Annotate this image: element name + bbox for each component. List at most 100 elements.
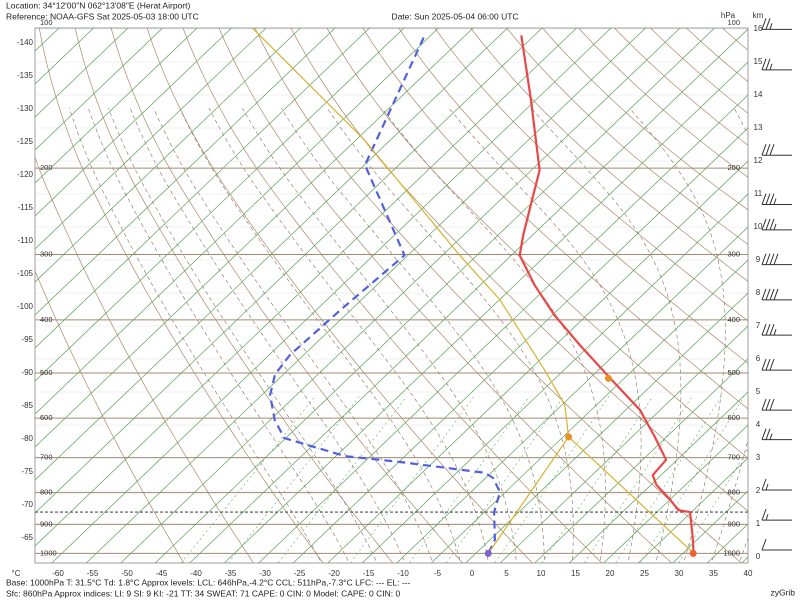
isotherm	[35, 28, 405, 382]
isotherm	[35, 28, 336, 316]
isotherm	[35, 28, 233, 217]
km-tick-label: 16	[754, 24, 763, 33]
isotherm	[292, 127, 748, 563]
isotherm	[327, 160, 748, 563]
barb-full	[761, 324, 767, 336]
isotherm	[51, 28, 612, 563]
isotherm	[154, 28, 716, 563]
wind-barb	[761, 478, 792, 491]
mixing-ratio-line	[278, 396, 407, 563]
isotherm	[499, 325, 748, 563]
barb-full	[769, 288, 775, 301]
barb-full	[769, 193, 775, 205]
pressure-tick-label: 800	[727, 488, 740, 497]
left-tick-label: -135	[17, 71, 34, 80]
pressure-tick-label: 900	[727, 519, 740, 528]
dry-adiabat	[434, 28, 748, 322]
barb-full	[765, 144, 771, 156]
x-tick-label: 15	[571, 569, 580, 578]
pressure-tick-label: 800	[40, 488, 53, 497]
left-tick-label: -140	[17, 38, 34, 47]
isotherm	[35, 28, 371, 349]
pressure-tick-label: 300	[727, 250, 740, 259]
wind-barb	[761, 144, 792, 156]
barb-full	[761, 18, 767, 30]
x-tick-label: -30	[259, 569, 271, 578]
plot-area	[35, 28, 748, 563]
barb-half	[769, 23, 773, 30]
left-tick-label: -90	[21, 368, 33, 377]
left-tick-label: -85	[21, 401, 33, 410]
barb-full	[761, 398, 767, 411]
km-tick-label: 13	[754, 123, 763, 132]
p-unit: hPa	[721, 11, 736, 20]
km-tick-label: 1	[756, 519, 761, 528]
pressure-tick-label: 1000	[723, 548, 740, 557]
x-tick-label: 30	[675, 569, 684, 578]
barb-full	[773, 288, 779, 301]
isotherm	[603, 424, 748, 563]
left-tick-label: -120	[17, 170, 34, 179]
x-tick-label: -25	[294, 569, 306, 578]
barb-full	[761, 218, 767, 231]
km-tick-label: 11	[754, 189, 763, 198]
left-tick-label: -100	[17, 302, 34, 311]
dry-adiabat	[398, 28, 748, 364]
reference: Reference: NOAA-GFS Sat 2025-05-03 18:00…	[6, 11, 199, 21]
x-tick-label: -35	[225, 569, 237, 578]
isotherm	[35, 28, 543, 514]
pressure-tick-label: 600	[40, 413, 53, 422]
km-tick-label: 8	[756, 288, 761, 297]
wind-barb	[761, 253, 792, 266]
isotherm	[35, 28, 509, 481]
x-tick-label: -20	[328, 569, 340, 578]
pressure-tick-label: 100	[40, 18, 53, 27]
wind-barb	[761, 193, 792, 206]
isotherm	[35, 28, 164, 151]
pressure-tick-label: 400	[40, 315, 53, 324]
dry-adiabat	[182, 28, 603, 563]
km-tick-label: 7	[756, 321, 761, 330]
x-tick-label: 25	[640, 569, 649, 578]
isotherm	[189, 28, 748, 563]
pressure-tick-label: 100	[727, 18, 740, 27]
isotherm	[120, 28, 681, 563]
barb-full	[765, 428, 771, 440]
barb-full	[765, 193, 771, 205]
level-point	[484, 549, 492, 557]
barb-full	[765, 218, 771, 231]
km-tick-label: 9	[756, 255, 761, 264]
barb-full	[765, 358, 771, 371]
left-tick-label: -115	[18, 203, 34, 212]
pressure-tick-label: 700	[727, 453, 740, 462]
h-unit: km	[753, 11, 764, 20]
pressure-tick-label: 300	[40, 250, 53, 259]
km-tick-label: 15	[754, 57, 763, 66]
mixing-ratio-line	[615, 396, 722, 563]
wind-barb	[761, 58, 792, 71]
barb-full	[769, 253, 775, 265]
barb-full	[765, 18, 771, 30]
pressure-tick-label: 1000	[40, 548, 57, 557]
barb-full	[761, 538, 767, 551]
km-tick-label: 2	[756, 486, 761, 495]
x-tick-label: -60	[52, 569, 64, 578]
x-tick-label: -50	[121, 569, 133, 578]
wind-barb	[761, 398, 792, 411]
x-tick-label: 5	[504, 569, 509, 578]
isotherm	[35, 28, 440, 415]
isotherm	[85, 28, 647, 563]
x-tick-label: 0	[470, 569, 475, 578]
km-tick-label: 4	[756, 420, 761, 429]
left-tick-label: -110	[18, 236, 34, 245]
isotherm	[568, 391, 748, 563]
footer-line: Base: 1000hPa T: 31.5°C Td: 1.8°C Approx…	[6, 577, 410, 587]
barb-full	[773, 253, 779, 265]
profile-line	[488, 436, 570, 554]
footer-line: Sfc: 860hPa Approx indices: LI: 9 SI: 9 …	[6, 588, 400, 598]
location: Location: 34°12'00"N 062°13'08"E (Herat …	[6, 0, 190, 10]
pressure-tick-label: 900	[40, 519, 53, 528]
km-tick-label: 6	[756, 354, 761, 363]
km-tick-label: 0	[756, 552, 761, 561]
dry-adiabat	[74, 28, 394, 563]
